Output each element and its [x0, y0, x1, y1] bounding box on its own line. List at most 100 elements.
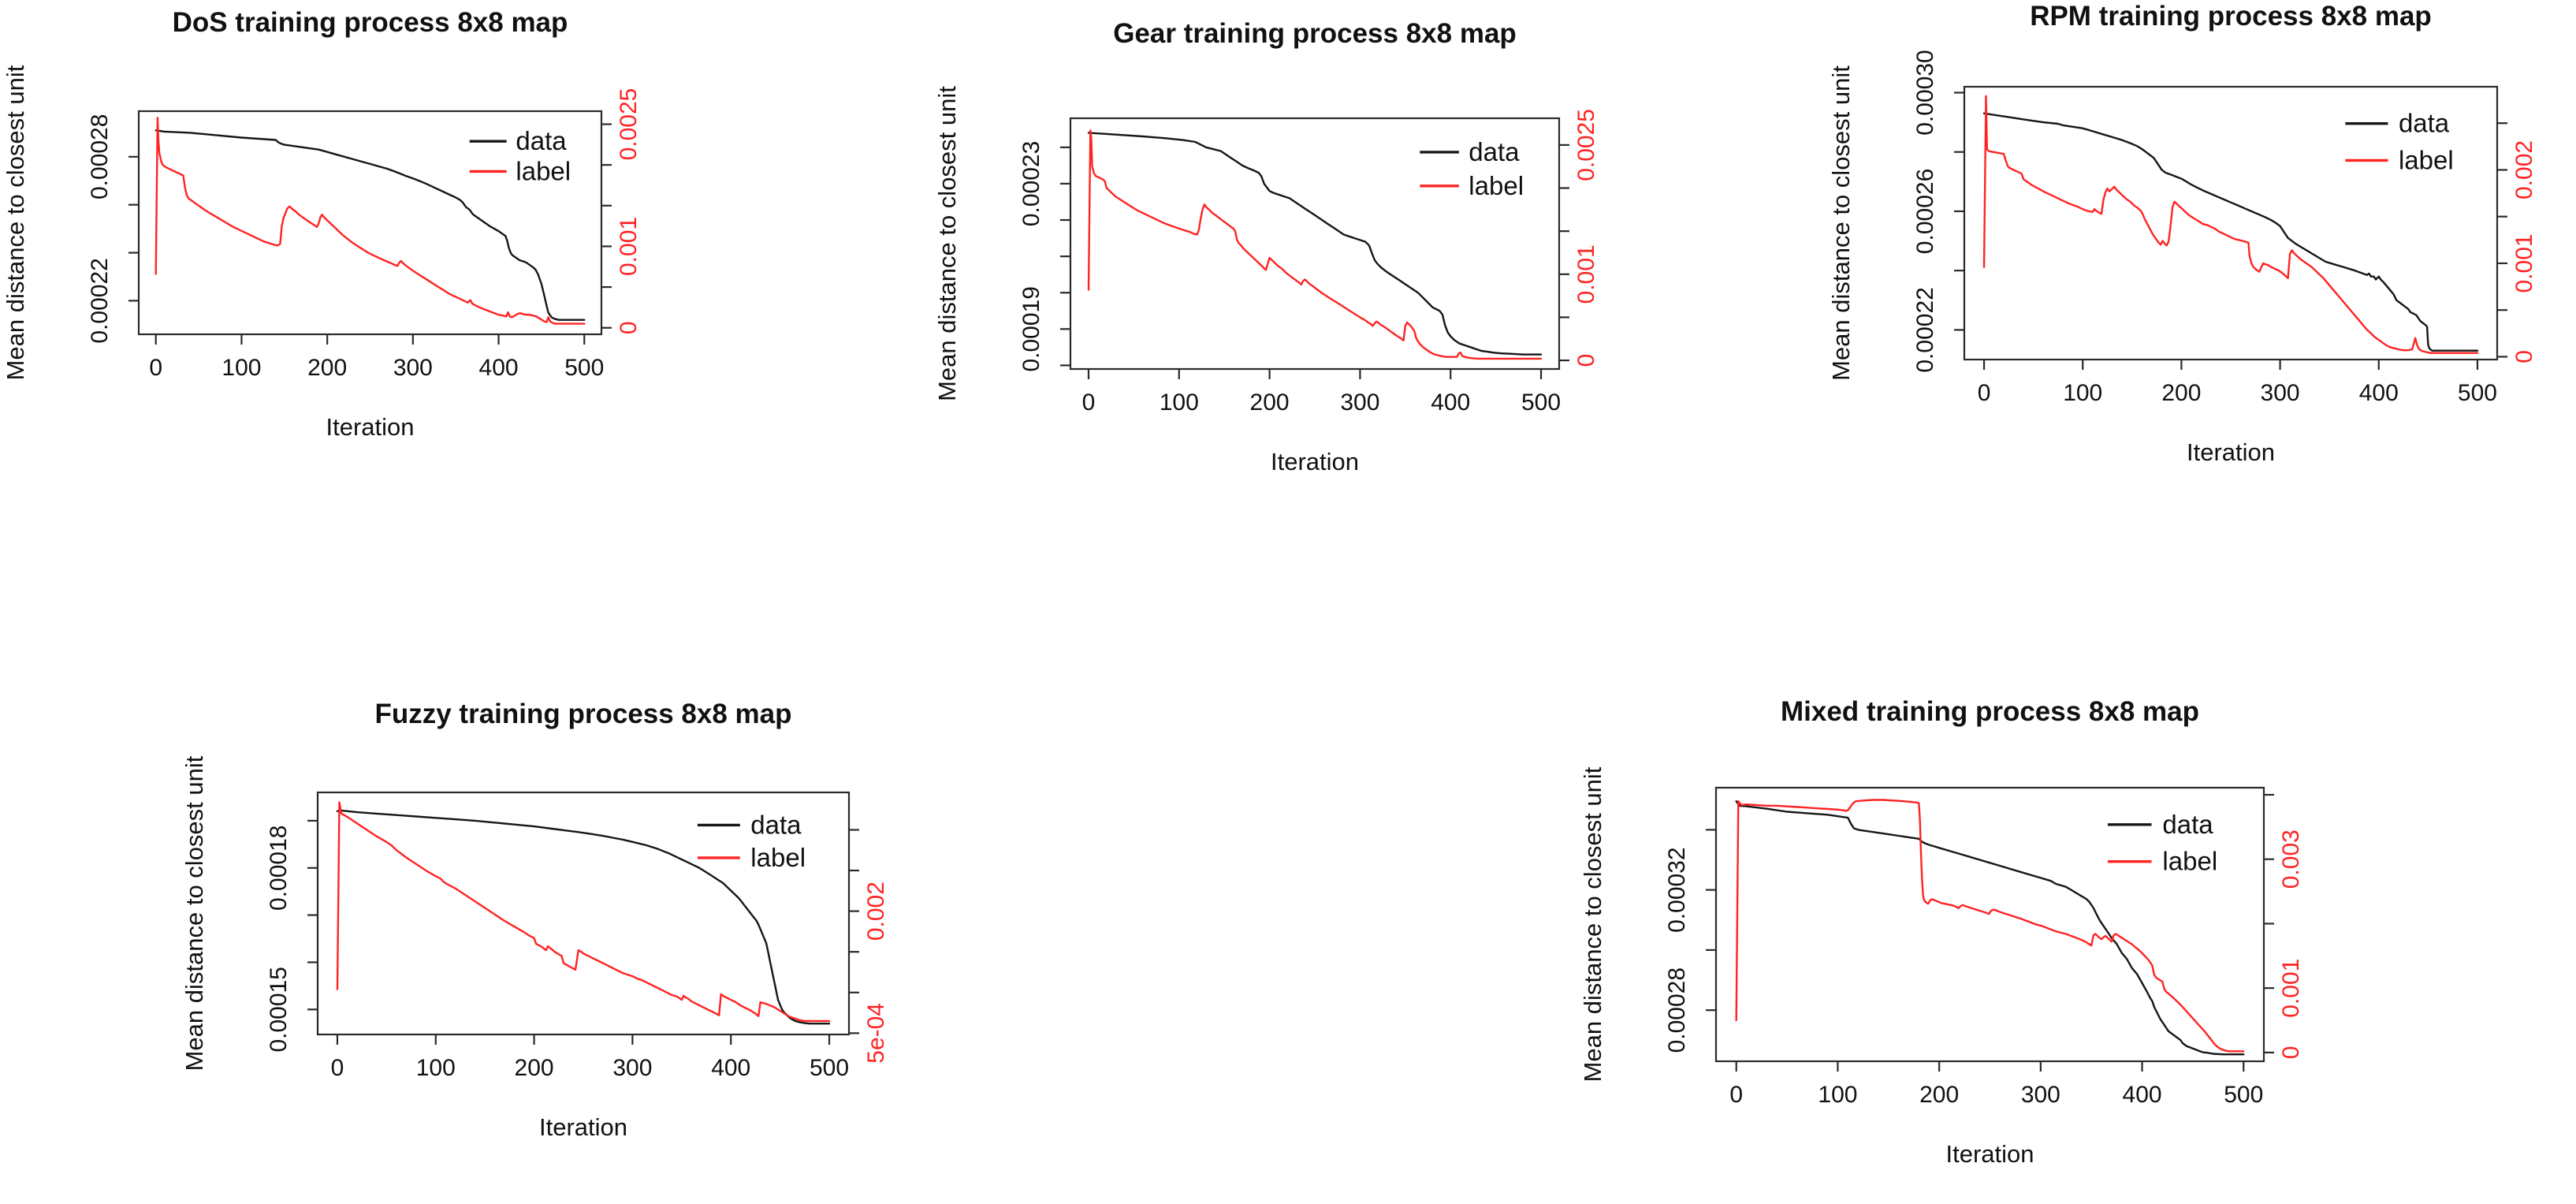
- y-axis-title: Mean distance to closest unit: [1827, 65, 1855, 381]
- right-tick-label: 0.002: [863, 882, 889, 941]
- x-tick-label: 100: [1160, 390, 1199, 416]
- chart-dos: DoS training process 8x8 map Mean distanc…: [2, 7, 642, 441]
- left-tick-label: 0.00032: [1664, 847, 1690, 932]
- x-tick-label: 500: [810, 1055, 849, 1081]
- chart-title: Gear training process 8x8 map: [1113, 18, 1517, 49]
- data-series-line: [154, 129, 586, 321]
- x-axis-title: Iteration: [1945, 1140, 2034, 1168]
- x-tick-label: 200: [307, 355, 347, 381]
- left-tick-label: 0.00019: [1018, 286, 1044, 371]
- left-tick-label: 0.00018: [266, 826, 292, 911]
- chart-gear: Gear training process 8x8 map Mean distan…: [933, 18, 1599, 475]
- label-series-line: [1982, 95, 2479, 354]
- chart-title: Mixed training process 8x8 map: [1781, 696, 2199, 727]
- x-axis-title: Iteration: [326, 413, 414, 441]
- x-tick-label: 300: [612, 1055, 652, 1081]
- plot-box: [1069, 117, 1561, 371]
- legend-label-label: label: [2162, 847, 2217, 876]
- right-tick-label: 0.003: [2278, 829, 2304, 889]
- right-tick-label: 0: [2278, 1046, 2304, 1060]
- legend-label-label: label: [2399, 145, 2454, 174]
- data-series-line: [1087, 132, 1543, 356]
- left-tick-label: 0.00023: [1018, 141, 1044, 226]
- y-axis-title: Mean distance to closest unit: [2, 65, 29, 380]
- x-axis-title: Iteration: [1271, 448, 1359, 475]
- right-tick-label: 0.0025: [1573, 109, 1599, 181]
- y-axis-title: Mean distance to closest unit: [933, 86, 961, 401]
- label-series-line: [154, 117, 586, 325]
- chart-mixed: Mixed training process 8x8 map Mean dista…: [1579, 696, 2304, 1168]
- legend-label-label: label: [516, 156, 571, 185]
- right-tick-label: 0.001: [2511, 233, 2537, 293]
- right-tick-label: 0.001: [2278, 959, 2304, 1018]
- chart-fuzzy: Fuzzy training process 8x8 map Mean dista…: [181, 699, 889, 1141]
- x-tick-label: 300: [393, 355, 433, 381]
- x-tick-label: 500: [2458, 380, 2497, 406]
- x-tick-label: 400: [2123, 1082, 2162, 1108]
- x-tick-label: 400: [479, 355, 519, 381]
- chart-title: Fuzzy training process 8x8 map: [374, 699, 791, 729]
- legend-label-data: data: [516, 126, 567, 155]
- x-tick-label: 400: [2359, 380, 2399, 406]
- left-tick-label: 0.00022: [87, 258, 113, 343]
- legend-label-data: data: [2399, 109, 2450, 138]
- plot-box: [1963, 85, 2499, 361]
- x-tick-label: 200: [1919, 1082, 1959, 1108]
- label-series-line: [1735, 799, 2245, 1053]
- label-series-line: [1087, 129, 1543, 360]
- x-tick-label: 300: [1340, 390, 1379, 416]
- left-tick-label: 0.00028: [1664, 967, 1690, 1053]
- legend-label-data: data: [750, 810, 802, 839]
- x-axis-title: Iteration: [539, 1113, 627, 1141]
- left-tick-label: 0.00030: [1912, 50, 1938, 135]
- x-tick-label: 200: [2161, 380, 2201, 406]
- chart-title: DoS training process 8x8 map: [173, 7, 568, 38]
- right-tick-label: 5e-04: [863, 1003, 889, 1064]
- legend-label-label: label: [1469, 171, 1524, 200]
- right-tick-label: 0.001: [1573, 244, 1599, 304]
- label-series-line: [336, 801, 831, 1023]
- x-tick-label: 200: [1250, 390, 1290, 416]
- right-tick-label: 0.0025: [616, 88, 642, 161]
- x-tick-label: 500: [1521, 390, 1561, 416]
- x-tick-label: 300: [2261, 380, 2300, 406]
- x-axis-title: Iteration: [2187, 438, 2275, 466]
- left-tick-label: 0.00015: [266, 967, 292, 1052]
- y-axis-title: Mean distance to closest unit: [181, 755, 208, 1071]
- x-tick-label: 0: [149, 355, 162, 381]
- x-tick-label: 200: [515, 1055, 554, 1081]
- right-tick-label: 0.001: [616, 217, 642, 276]
- plot-box: [137, 110, 603, 336]
- x-tick-label: 0: [1729, 1082, 1743, 1108]
- y-axis-title: Mean distance to closest unit: [1579, 766, 1606, 1082]
- left-tick-label: 0.00028: [87, 114, 113, 199]
- x-tick-label: 100: [1818, 1082, 1857, 1108]
- chart-rpm: RPM training process 8x8 map Mean distanc…: [1827, 1, 2537, 466]
- legend-label-data: data: [2162, 810, 2213, 839]
- x-tick-label: 500: [564, 355, 604, 381]
- right-tick-label: 0.002: [2511, 140, 2537, 199]
- x-tick-label: 400: [1431, 390, 1470, 416]
- x-tick-label: 100: [2063, 380, 2102, 406]
- x-tick-label: 100: [221, 355, 261, 381]
- x-tick-label: 100: [416, 1055, 456, 1081]
- right-tick-label: 0: [2511, 350, 2537, 363]
- right-tick-label: 0: [1573, 354, 1599, 367]
- data-series-line: [336, 809, 831, 1025]
- chart-title: RPM training process 8x8 map: [2030, 1, 2432, 32]
- legend-label-label: label: [750, 843, 806, 872]
- legend-label-data: data: [1469, 137, 1520, 166]
- left-tick-label: 0.00022: [1912, 287, 1938, 372]
- plot-box: [316, 791, 851, 1036]
- x-tick-label: 0: [1082, 390, 1096, 416]
- data-series-line: [1982, 112, 2479, 352]
- left-tick-label: 0.00026: [1912, 169, 1938, 254]
- x-tick-label: 0: [1978, 380, 1991, 406]
- x-tick-label: 500: [2224, 1082, 2263, 1108]
- right-tick-label: 0: [616, 321, 642, 334]
- x-tick-label: 300: [2021, 1082, 2060, 1108]
- data-series-line: [1735, 800, 2245, 1056]
- x-tick-label: 400: [711, 1055, 750, 1081]
